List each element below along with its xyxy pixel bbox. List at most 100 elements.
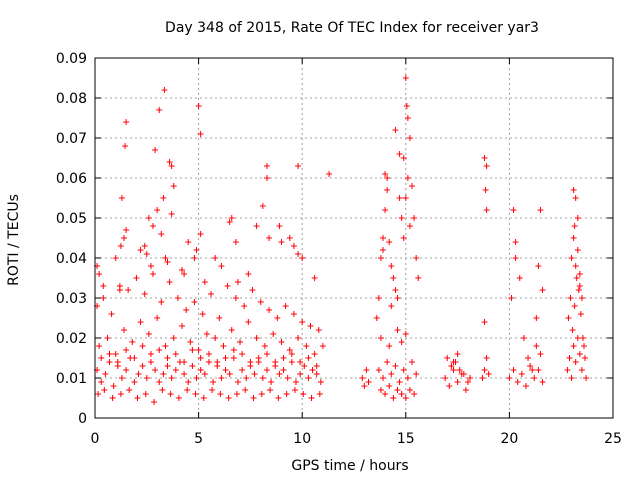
data-point [297,371,304,377]
data-point [210,379,217,385]
data-point [224,283,231,289]
data-point [568,255,575,261]
data-point [100,283,107,289]
data-point [183,307,190,313]
data-point [380,247,387,253]
data-point [123,367,130,373]
data-point [531,375,538,381]
data-point [108,311,115,317]
data-point [170,335,177,341]
data-point [167,391,174,397]
data-point [406,387,413,393]
data-point [276,371,283,377]
data-point [315,327,322,333]
data-point [185,379,192,385]
data-point [129,339,136,345]
data-point [539,379,546,385]
data-point [390,395,397,401]
data-point [131,355,138,361]
data-point [222,355,229,361]
x-tick-label: 25 [604,431,622,447]
data-point [377,255,384,261]
data-point [575,287,582,293]
data-point [291,387,298,393]
data-point [516,275,523,281]
data-point [102,371,109,377]
data-point [363,367,370,373]
data-point [245,271,252,277]
data-point [481,319,488,325]
data-point [218,375,225,381]
data-point [118,195,125,201]
data-point [570,343,577,349]
data-point [139,363,146,369]
data-point [409,183,416,189]
data-point [442,375,449,381]
data-point [239,367,246,373]
data-point [257,299,264,305]
data-point [193,375,200,381]
data-point [147,351,154,357]
data-point [467,375,474,381]
data-point [396,379,403,385]
data-point [382,171,389,177]
y-tick-label: 0.06 [56,171,87,187]
data-point [301,363,308,369]
data-point [573,275,580,281]
data-point [232,295,239,301]
data-point [117,243,124,249]
data-point [116,287,123,293]
data-point [382,207,389,213]
data-point [158,299,165,305]
data-point [576,283,583,289]
data-point [409,359,416,365]
data-point [117,391,124,397]
data-point [164,259,171,265]
data-point [313,371,320,377]
data-point [413,371,420,377]
data-point [272,359,279,365]
data-point [574,215,581,221]
data-point [411,391,418,397]
data-point [152,147,159,153]
data-point [533,315,540,321]
data-point [479,375,486,381]
data-point [448,363,455,369]
data-point [179,323,186,329]
data-point [226,219,233,225]
data-point [572,195,579,201]
data-point [564,367,571,373]
data-point [125,287,132,293]
data-point [520,335,527,341]
data-point [249,287,256,293]
data-point [151,399,158,405]
data-point [288,351,295,357]
y-tick-label: 0.04 [56,251,87,267]
data-point [161,87,168,93]
data-point [141,243,148,249]
data-point [228,327,235,333]
data-point [109,395,116,401]
data-point [166,279,173,285]
data-point [571,303,578,309]
x-tick-label: 5 [194,431,203,447]
data-point [402,195,409,201]
data-point [214,359,221,365]
data-point [404,115,411,121]
data-point [205,359,212,365]
data-point [290,243,297,249]
data-point [483,355,490,361]
data-point [483,163,490,169]
data-point [191,299,198,305]
y-tick-label: 0.08 [56,91,87,107]
data-point [156,347,163,353]
data-point [574,335,581,341]
data-point [394,387,401,393]
data-point [456,367,463,373]
data-point [172,351,179,357]
data-point [576,271,583,277]
data-point [454,379,461,385]
data-point [578,295,585,301]
data-point [286,235,293,241]
